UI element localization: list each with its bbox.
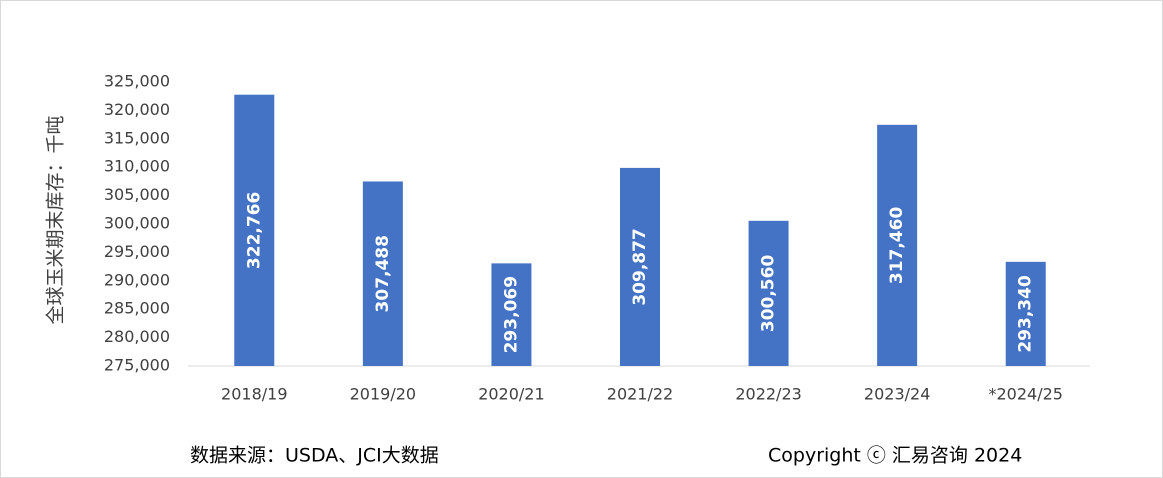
y-tick-label: 280,000 bbox=[104, 327, 170, 346]
y-tick-label: 315,000 bbox=[104, 128, 170, 147]
value-label: 322,766 bbox=[244, 192, 264, 269]
x-tick-label: 2022/23 bbox=[735, 385, 801, 404]
bar bbox=[234, 94, 275, 366]
bar bbox=[748, 220, 789, 366]
value-label: 307,488 bbox=[373, 235, 393, 312]
x-tick-label: 2023/24 bbox=[864, 385, 930, 404]
y-tick-label: 325,000 bbox=[104, 72, 170, 91]
y-tick-label: 300,000 bbox=[104, 214, 170, 233]
x-tick-label: 2020/21 bbox=[478, 385, 544, 404]
bar bbox=[491, 263, 532, 366]
y-tick-label: 285,000 bbox=[104, 299, 170, 318]
bar bbox=[362, 181, 403, 366]
x-tick-label: *2024/25 bbox=[988, 385, 1062, 404]
x-tick-label: 2019/20 bbox=[350, 385, 416, 404]
copyright-note: Copyright ⓒ 汇易咨询 2024 bbox=[768, 445, 1022, 467]
y-axis-label: 全球玉米期末库存：千吨 bbox=[45, 115, 67, 324]
value-label: 293,069 bbox=[501, 276, 521, 353]
source-note: 数据来源：USDA、JCI大数据 bbox=[190, 445, 439, 467]
bar bbox=[877, 124, 918, 366]
x-tick-label: 2021/22 bbox=[607, 385, 673, 404]
value-label: 300,560 bbox=[759, 255, 779, 333]
y-tick-label: 275,000 bbox=[104, 356, 170, 375]
value-label: 309,877 bbox=[630, 228, 650, 305]
y-tick-label: 290,000 bbox=[104, 270, 170, 289]
value-label: 317,460 bbox=[887, 207, 907, 285]
bar bbox=[1005, 261, 1046, 366]
y-tick-label: 320,000 bbox=[104, 100, 170, 119]
y-tick-label: 305,000 bbox=[104, 185, 170, 204]
value-label: 293,340 bbox=[1016, 275, 1036, 353]
y-tick-label: 310,000 bbox=[104, 157, 170, 176]
x-tick-label: 2018/19 bbox=[221, 385, 287, 404]
y-tick-label: 295,000 bbox=[104, 242, 170, 261]
bar bbox=[620, 167, 660, 366]
